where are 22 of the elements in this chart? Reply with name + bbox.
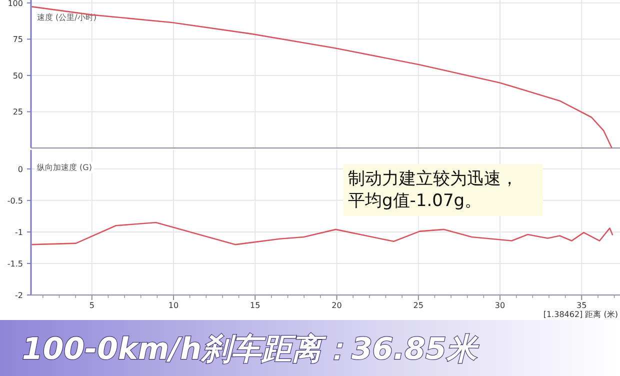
x-tick-label: 35 [576, 301, 587, 310]
y-tick-label: 100 [8, 0, 23, 8]
y-tick-label: 75 [12, 35, 23, 44]
y-tick-label: -1.5 [7, 259, 23, 268]
y-tick-label: 25 [12, 108, 23, 117]
line-series [31, 6, 612, 149]
y-tick-label: 0 [18, 164, 23, 174]
y-tick-label: 50 [12, 71, 23, 80]
y-tick-label: -1 [15, 228, 23, 237]
y-tick-label: -2 [15, 291, 23, 300]
text: 100-0km/h刹车距离：36.85米 [22, 332, 480, 367]
x-tick-label: 10 [168, 301, 179, 310]
x-tick-label: 30 [494, 301, 506, 310]
y-axis-title: 纵向加速度 (G) [37, 163, 92, 172]
x-tick-label: 5 [89, 301, 94, 310]
x-tick-label: 20 [332, 301, 342, 310]
y-tick-label: -0.5 [7, 196, 23, 206]
annotation: 制动力建立较为迅速，平均g值-1.07g。 [348, 169, 518, 211]
x-axis-title: [1.38462] 距离 (米) [543, 310, 618, 319]
line-series [31, 222, 614, 246]
x-tick-label: 25 [413, 301, 424, 310]
x-tick-label: 15 [250, 301, 260, 310]
